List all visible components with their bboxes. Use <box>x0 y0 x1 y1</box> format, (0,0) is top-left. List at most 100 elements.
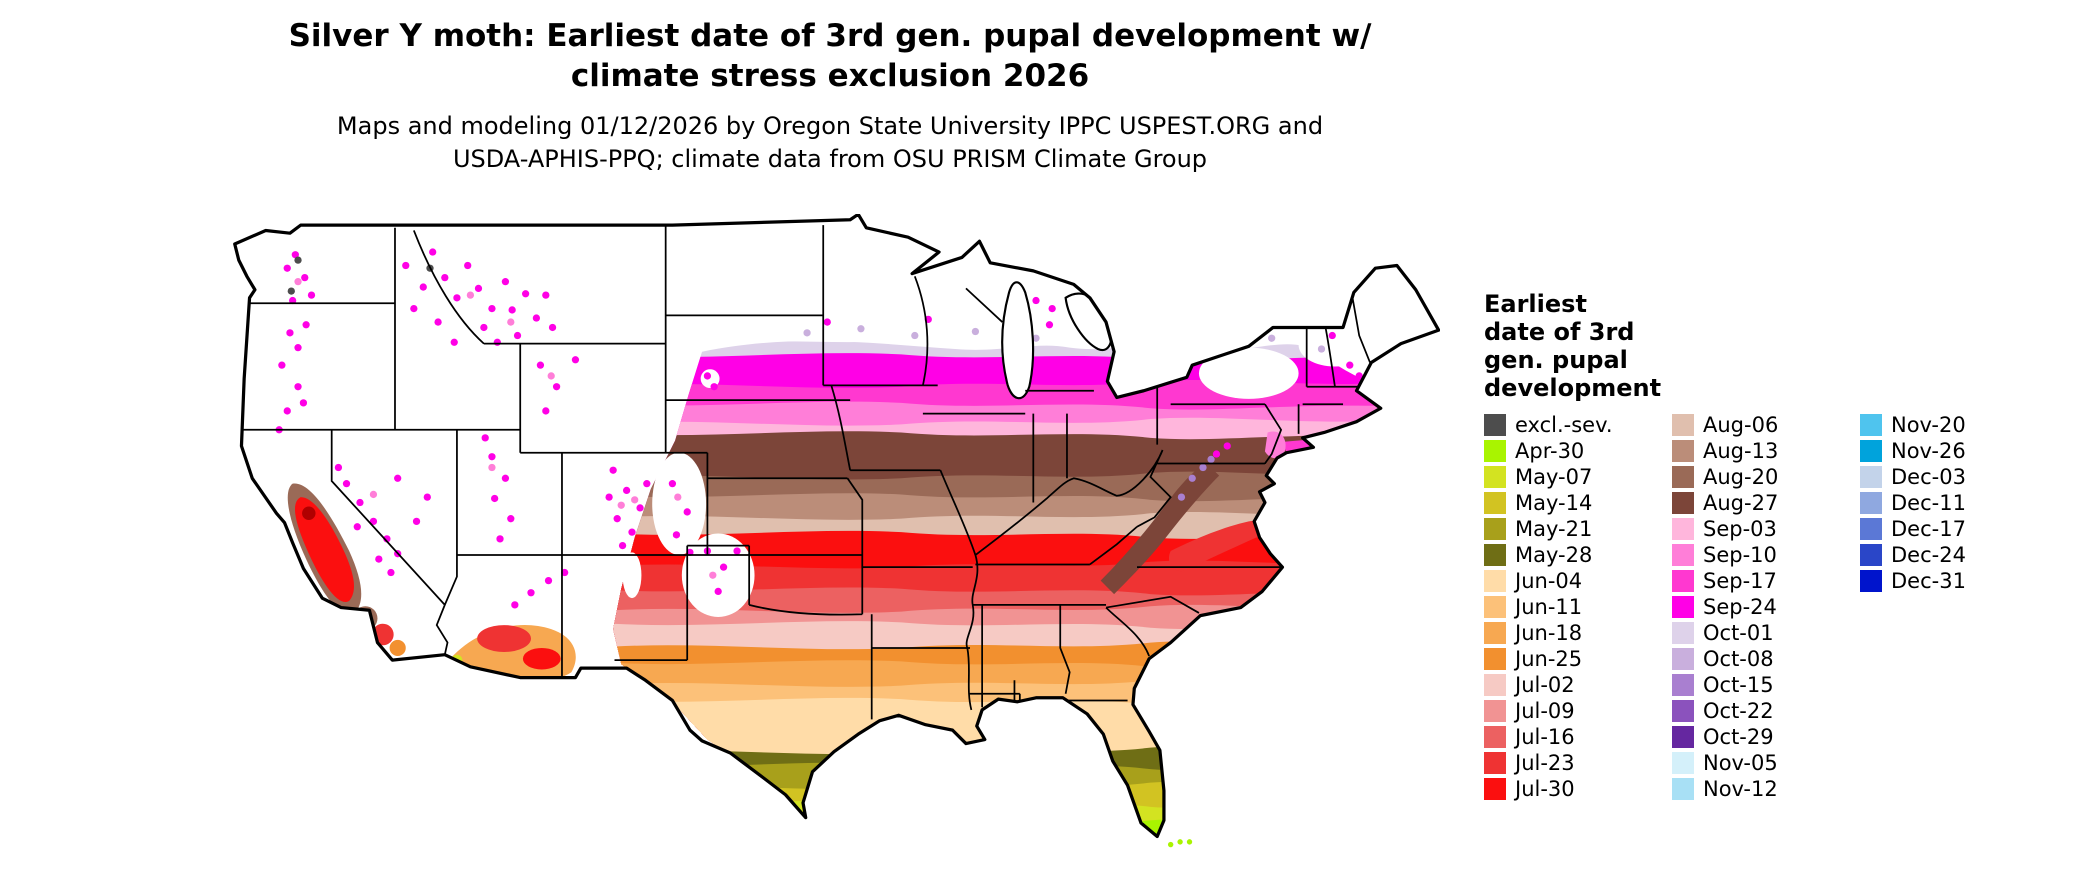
subtitle: Maps and modeling 01/12/2026 by Oregon S… <box>0 110 1660 176</box>
band-May-14 <box>613 781 1439 837</box>
nm-mountain-white-patch-2 <box>599 495 619 547</box>
speckle-dot <box>356 498 364 507</box>
legend-label: Dec-24 <box>1891 543 1966 567</box>
speckle-dot <box>299 399 308 407</box>
speckle-dot <box>911 331 919 340</box>
subtitle-line-1: Maps and modeling 01/12/2026 by Oregon S… <box>336 112 1324 140</box>
legend-swatch <box>1484 622 1506 644</box>
legend-column: Nov-20 Nov-26 Dec-03 Dec-11 Dec-17 Dec-24 Dec-… <box>1860 412 2026 594</box>
speckle-dot <box>1366 383 1374 391</box>
speckle-dot <box>508 306 516 314</box>
legend-label: Nov-20 <box>1891 413 1966 437</box>
speckle-dot <box>548 323 557 332</box>
legend-title-line: date of 3rd <box>1484 318 1635 346</box>
adirondacks-white-patch <box>1198 347 1299 399</box>
legend-entry: May-28 <box>1484 542 1650 568</box>
speckle-dot <box>1032 334 1040 342</box>
band-Apr-30 <box>613 819 1439 837</box>
legend-entry: Sep-17 <box>1672 568 1838 594</box>
legend-entry: Aug-13 <box>1672 438 1838 464</box>
speckle-dot <box>286 329 294 337</box>
speckle-dot <box>410 304 418 313</box>
legend-label: Jul-16 <box>1515 725 1575 749</box>
speckle-dot <box>1032 296 1040 305</box>
legend-swatch <box>1484 492 1506 514</box>
speckle-dot <box>857 325 865 333</box>
speckle-dot <box>971 327 980 336</box>
speckle-dot <box>521 290 530 298</box>
speckle-dot <box>394 474 402 482</box>
legend-entry: Dec-31 <box>1860 568 2026 594</box>
speckle-dot <box>429 248 437 256</box>
speckle-dot <box>294 383 302 391</box>
speckle-dot <box>1346 361 1354 369</box>
speckle-dot <box>493 338 501 346</box>
us-outline <box>233 214 1440 839</box>
speckle-dot <box>1214 327 1222 336</box>
speckle-dot <box>710 383 718 391</box>
speckle-dot <box>1048 304 1056 313</box>
speckle-dot <box>294 344 302 352</box>
socal-orange-patch <box>389 639 406 657</box>
speckle-dot <box>613 515 621 523</box>
new-england-white-patch <box>1298 323 1372 367</box>
speckle-dot <box>474 284 483 293</box>
legend-entry: Sep-24 <box>1672 594 1838 620</box>
az-red-patch <box>477 625 531 652</box>
speckle-dot <box>369 517 378 526</box>
legend-swatch <box>1860 518 1882 540</box>
speckle-dot <box>511 601 519 609</box>
legend-entry: Nov-05 <box>1672 750 1838 776</box>
legend-swatch <box>1860 414 1882 436</box>
legend-swatch <box>1672 700 1694 722</box>
legend-title-line: development <box>1484 374 1662 402</box>
legend-label: Jul-02 <box>1515 673 1575 697</box>
legend-swatch <box>1672 518 1694 540</box>
speckle-dot <box>488 463 496 472</box>
az-red-patch-2 <box>522 647 561 670</box>
speckle-dot <box>464 261 472 270</box>
speckle-dot <box>542 407 550 415</box>
speckle-dot <box>609 466 617 474</box>
legend-swatch <box>1484 700 1506 722</box>
subtitle-line-2: USDA-APHIS-PPQ; climate data from OSU PR… <box>452 145 1208 173</box>
legend-entry: Aug-20 <box>1672 464 1838 490</box>
legend-label: Jun-04 <box>1515 569 1583 593</box>
legend-swatch <box>1672 440 1694 462</box>
legend-entry: Dec-24 <box>1860 542 2026 568</box>
speckle-dot <box>703 372 712 380</box>
speckle-dot <box>571 356 580 364</box>
speckle-dot <box>402 261 410 270</box>
speckle-dot <box>823 318 831 326</box>
legend-label: Nov-12 <box>1703 777 1778 801</box>
legend-swatch <box>1672 570 1694 592</box>
legend-entry: Oct-08 <box>1672 646 1838 672</box>
legend-swatch <box>1860 466 1882 488</box>
speckle-dot <box>622 486 631 495</box>
speckle-dot <box>628 528 636 536</box>
legend-entry: Jul-16 <box>1484 724 1650 750</box>
speckle-dot <box>636 504 644 512</box>
speckle-dot <box>1247 326 1256 334</box>
speckle-dot <box>480 323 488 332</box>
speckle-dot <box>547 372 555 380</box>
speckle-dot <box>496 535 504 543</box>
legend-label: Jul-23 <box>1515 751 1575 775</box>
speckle-dot <box>1212 450 1221 458</box>
legend-label: Jun-11 <box>1515 595 1583 619</box>
speckle-dot <box>674 493 682 501</box>
legend-label: May-07 <box>1515 465 1593 489</box>
legend-label: Sep-17 <box>1703 569 1777 593</box>
legend: Earliest date of 3rd gen. pupal development… <box>1484 290 2084 802</box>
speckle-dot <box>501 474 510 482</box>
speckle-dot <box>1223 442 1231 450</box>
speckle-dot <box>1328 331 1336 340</box>
legend-swatch <box>1484 726 1506 748</box>
legend-swatch <box>1484 414 1506 436</box>
legend-title-line: gen. pupal <box>1484 346 1628 374</box>
legend-label: Dec-11 <box>1891 491 1966 515</box>
speckle-dot <box>714 587 722 596</box>
legend-entry: Dec-11 <box>1860 490 2026 516</box>
speckle-dot <box>672 531 681 539</box>
legend-swatch <box>1672 674 1694 696</box>
